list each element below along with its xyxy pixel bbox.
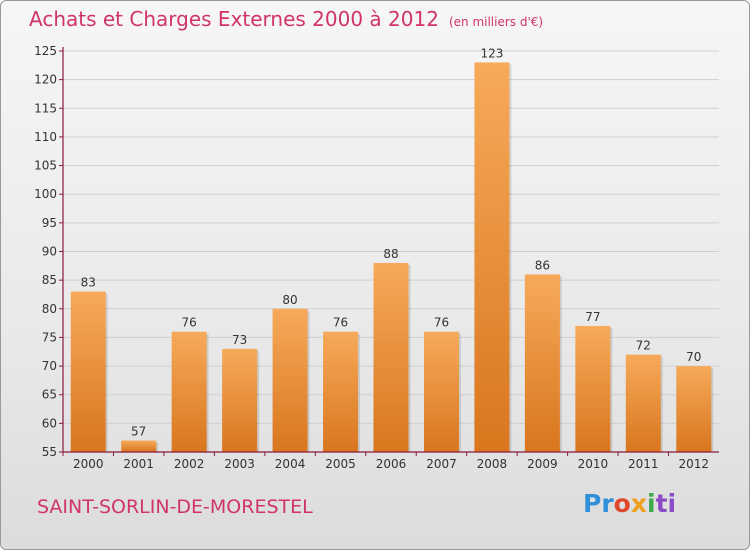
x-tick-label: 2005 — [325, 457, 356, 471]
bar — [524, 274, 560, 452]
place-name: SAINT-SORLIN-DE-MORESTEL — [37, 496, 313, 518]
x-tick-label: 2010 — [578, 457, 609, 471]
y-tick-label: 115 — [34, 101, 57, 115]
bar — [272, 308, 308, 452]
data-label: 72 — [636, 339, 651, 353]
proxiti-logo[interactable]: Proxiti — [583, 489, 676, 518]
data-label: 83 — [81, 276, 96, 290]
bar — [474, 62, 510, 452]
logo-part: o — [613, 489, 631, 518]
x-tick-label: 2006 — [376, 457, 407, 471]
y-tick-label: 70 — [42, 359, 57, 373]
x-tick-label: 2001 — [123, 457, 154, 471]
logo-part: i — [646, 489, 656, 518]
y-tick-label: 100 — [34, 187, 57, 201]
x-tick-label: 2009 — [527, 457, 558, 471]
logo-part: x — [630, 489, 647, 518]
y-tick-label: 60 — [42, 416, 57, 430]
data-label: 123 — [480, 46, 503, 60]
bars: 83 2000 57 2001 76 2002 73 2003 80 2004 76 2005 88 20… — [62, 46, 714, 471]
logo-part: ti — [655, 489, 677, 518]
bar — [222, 348, 258, 452]
data-label: 80 — [282, 293, 297, 307]
y-tick-label: 125 — [34, 44, 57, 58]
data-label: 57 — [131, 425, 146, 439]
data-label: 86 — [535, 258, 550, 272]
x-tick-label: 2012 — [678, 457, 709, 471]
logo-part: Pr — [583, 489, 614, 518]
x-tick-label: 2004 — [275, 457, 306, 471]
x-tick-label: 2007 — [426, 457, 457, 471]
bar — [625, 354, 661, 452]
y-tick-label: 105 — [34, 159, 57, 173]
bar — [70, 291, 106, 452]
y-tick-label: 120 — [34, 73, 57, 87]
bar — [373, 262, 409, 452]
y-tick-label: 75 — [42, 330, 57, 344]
x-tick-label: 2003 — [224, 457, 255, 471]
unit-label: (en milliers d'€) — [448, 15, 544, 29]
bar — [323, 331, 359, 452]
bar — [423, 331, 459, 452]
y-tick-label: 80 — [42, 302, 57, 316]
data-label: 76 — [333, 316, 348, 330]
title-text: Achats et Charges Externes 2000 à 2012 — [29, 7, 439, 31]
y-axis-ticks: 55 60 65 70 75 80 85 90 95 100 105 110 115 120 125 — [34, 44, 63, 459]
data-label: 76 — [434, 316, 449, 330]
axes — [62, 47, 719, 453]
y-tick-label: 55 — [42, 445, 57, 459]
data-label: 88 — [383, 247, 398, 261]
bar — [676, 366, 712, 452]
x-tick-label: 2008 — [477, 457, 508, 471]
data-label: 73 — [232, 333, 247, 347]
y-tick-label: 90 — [42, 245, 57, 259]
data-label: 70 — [686, 350, 701, 364]
data-label: 76 — [182, 316, 197, 330]
y-tick-label: 95 — [42, 216, 57, 230]
bar — [121, 440, 157, 452]
x-tick-label: 2002 — [174, 457, 205, 471]
bar — [171, 331, 207, 452]
chart-title: Achats et Charges Externes 2000 à 2012 (e… — [29, 7, 543, 31]
bar — [575, 325, 611, 452]
y-tick-label: 85 — [42, 273, 57, 287]
y-tick-label: 110 — [34, 130, 57, 144]
y-tick-label: 65 — [42, 388, 57, 402]
x-tick-label: 2000 — [73, 457, 104, 471]
x-tick-label: 2011 — [628, 457, 659, 471]
data-label: 77 — [585, 310, 600, 324]
